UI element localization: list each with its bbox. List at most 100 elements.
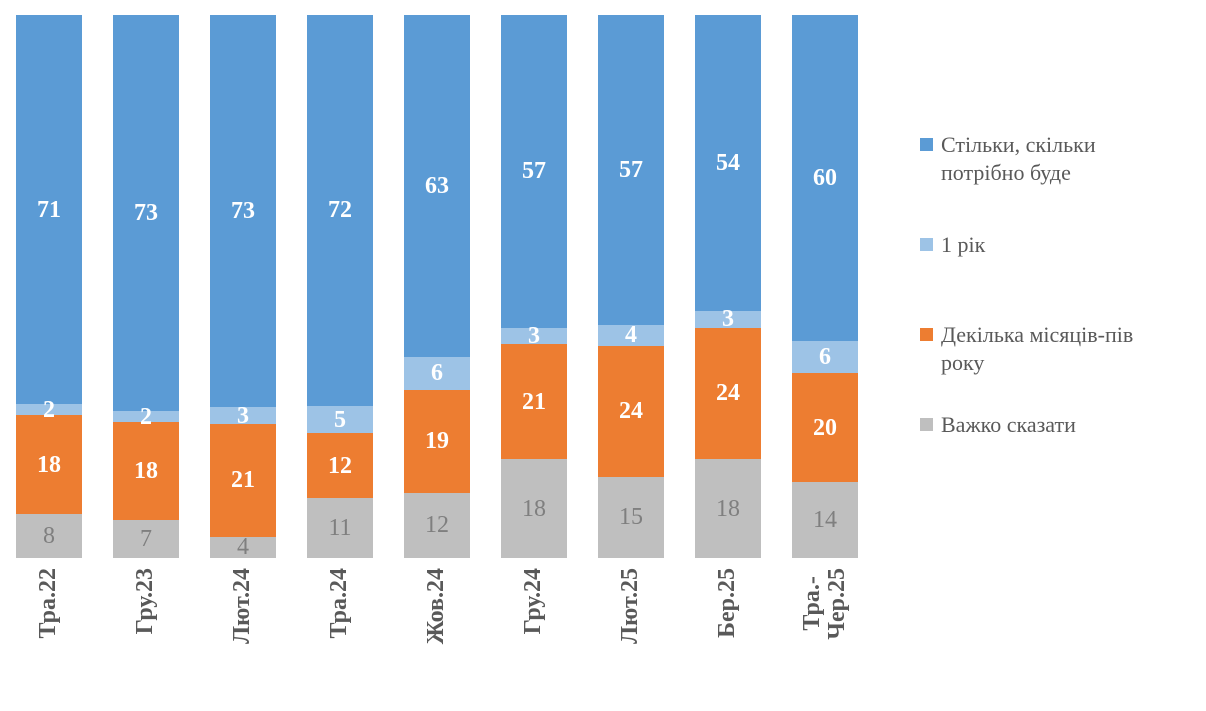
bar-value-label: 19 <box>425 428 449 455</box>
bar: 71 2 18 8 <box>16 15 82 558</box>
bar-value-label: 21 <box>522 388 546 415</box>
bar-value-label: 18 <box>716 495 740 522</box>
bar-segment: 3 <box>695 307 761 331</box>
legend-marker-icon <box>920 238 933 251</box>
bar-value-label: 72 <box>328 197 352 224</box>
bar-value-label: 21 <box>231 467 255 494</box>
x-axis-label: Лют.24 <box>229 568 256 644</box>
bar: 54 3 24 18 <box>695 15 761 559</box>
bar-segment: 12 <box>307 433 373 499</box>
bar: 72 5 12 11 <box>307 15 373 558</box>
x-axis-label: Гру.23 <box>132 568 159 635</box>
bar-value-label: 7 <box>140 525 152 552</box>
x-axis-label: Бер.25 <box>714 568 741 638</box>
bar-segment: 63 <box>404 15 470 358</box>
bar-segment: 5 <box>307 405 373 434</box>
x-axis-label-cell: Лют.24 <box>210 568 276 708</box>
bar: 63 6 19 12 <box>404 15 470 558</box>
bar-segment: 57 <box>598 15 664 325</box>
bar-value-label: 57 <box>619 156 643 183</box>
x-axis-label-cell: Жов.24 <box>404 568 470 708</box>
bar-value-label: 54 <box>716 150 740 177</box>
legend-item: Стільки, скільки потрібно буде <box>920 131 1198 187</box>
bar-segment: 24 <box>695 327 761 460</box>
bar: 60 6 20 14 <box>792 15 858 558</box>
bar-value-label: 57 <box>522 158 546 185</box>
bar-segment: 2 <box>16 398 82 422</box>
bar-value-label: 2 <box>43 396 55 423</box>
legend-item: 1 рік <box>920 231 1198 259</box>
x-axis-label-cell: Гру.23 <box>113 568 179 708</box>
bar-value-label: 4 <box>625 322 637 349</box>
legend-item: Декілька місяців-пів року <box>920 321 1198 377</box>
bar-segment: 15 <box>598 476 664 558</box>
bar-value-label: 73 <box>134 200 158 227</box>
legend-label: 1 рік <box>941 232 986 257</box>
bar-segment: 72 <box>307 15 373 406</box>
bar-value-label: 60 <box>813 164 837 191</box>
x-axis-label: Жов.24 <box>423 568 450 645</box>
bar-segment: 14 <box>792 481 858 558</box>
bar-segment: 3 <box>501 324 567 348</box>
bar-value-label: 73 <box>231 198 255 225</box>
bar-value-label: 11 <box>328 515 352 542</box>
bar-value-label: 12 <box>328 452 352 479</box>
bar-segment: 19 <box>404 389 470 493</box>
x-axis-label-cell: Тра.24 <box>307 568 373 708</box>
x-axis-label: Тра.- Чер.25 <box>798 568 850 640</box>
bar-segment: 4 <box>210 535 276 559</box>
x-axis-label: Тра.22 <box>35 568 62 639</box>
bar-value-label: 24 <box>716 380 740 407</box>
bar-segment: 54 <box>695 15 761 312</box>
bar-segment: 4 <box>598 323 664 347</box>
bar-value-label: 14 <box>813 506 837 533</box>
bar-segment: 73 <box>210 15 276 408</box>
x-axis-label-cell: Бер.25 <box>695 568 761 708</box>
bar-value-label: 71 <box>37 196 61 223</box>
legend-marker-icon <box>920 138 933 151</box>
bar-value-label: 12 <box>425 512 449 539</box>
x-axis-label-cell: Тра.22 <box>16 568 82 708</box>
legend-label: Стільки, скільки потрібно буде <box>941 132 1096 185</box>
bar-value-label: 3 <box>237 402 249 429</box>
bar-value-label: 3 <box>722 306 734 333</box>
bar-value-label: 4 <box>237 534 249 561</box>
x-axis-label-cell: Лют.25 <box>598 568 664 708</box>
x-axis-labels: Тра.22 Гру.23 Лют.24 Тра.24 Жов.24 Гру.24 Лют.… <box>16 568 858 708</box>
bar: 57 3 21 18 <box>501 15 567 559</box>
bar-segment: 6 <box>792 340 858 374</box>
bar-segment: 24 <box>598 346 664 477</box>
legend-marker-icon <box>920 328 933 341</box>
bar-value-label: 8 <box>43 523 55 550</box>
bar-value-label: 24 <box>619 398 643 425</box>
x-axis-label: Гру.24 <box>520 568 547 635</box>
bar: 57 4 24 15 <box>598 15 664 558</box>
bar-segment: 11 <box>307 498 373 558</box>
legend: Стільки, скільки потрібно буде 1 рік Декіл… <box>920 131 1198 439</box>
bar-value-label: 18 <box>522 495 546 522</box>
legend-item: Важко сказати <box>920 411 1198 439</box>
x-axis-label-cell: Тра.- Чер.25 <box>792 568 858 708</box>
bar-value-label: 20 <box>813 414 837 441</box>
bar-segment: 20 <box>792 373 858 482</box>
bar-segment: 18 <box>695 459 761 559</box>
x-axis-label: Тра.24 <box>326 568 353 639</box>
bar-segment: 8 <box>16 514 82 558</box>
bar-value-label: 18 <box>134 458 158 485</box>
bar-value-label: 18 <box>37 451 61 478</box>
bar-segment: 18 <box>113 422 179 520</box>
bar-value-label: 6 <box>819 344 831 371</box>
bar-value-label: 63 <box>425 173 449 200</box>
bar: 73 2 18 7 <box>113 15 179 558</box>
bar-segment: 2 <box>113 405 179 429</box>
bar-value-label: 2 <box>140 403 152 430</box>
legend-marker-icon <box>920 418 933 431</box>
legend-label: Важко сказати <box>941 412 1076 437</box>
plot-area: 71 2 18 8 73 2 18 7 73 3 21 4 72 5 12 11 63 6 19 12 57 3 21 18 5… <box>16 15 858 559</box>
bar-segment: 18 <box>501 459 567 559</box>
bar-segment: 21 <box>210 423 276 537</box>
bar-segment: 18 <box>16 415 82 515</box>
bar-segment: 60 <box>792 15 858 341</box>
x-axis-label-cell: Гру.24 <box>501 568 567 708</box>
